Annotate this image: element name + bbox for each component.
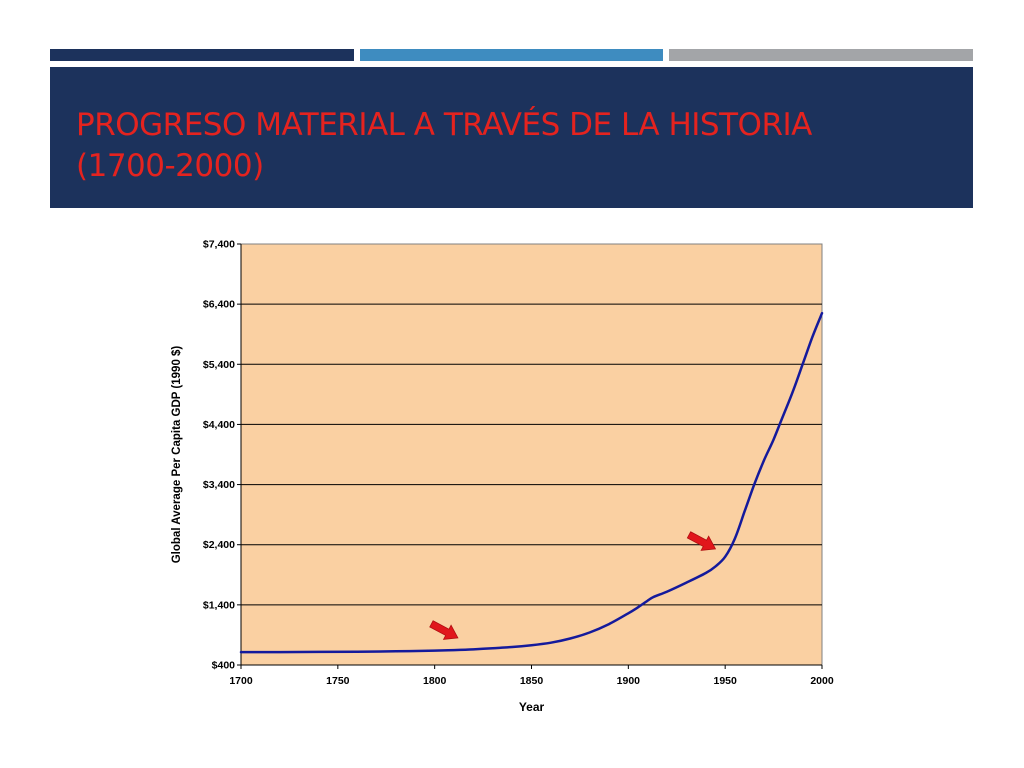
x-tick-label: 1850: [520, 675, 544, 687]
slide-title: PROGRESO MATERIAL A TRAVÉS DE LA HISTORI…: [76, 105, 956, 187]
plot-area: [240, 243, 823, 666]
slide-title-line-1: PROGRESO MATERIAL A TRAVÉS DE LA HISTORI…: [76, 107, 812, 143]
y-tick-label: $400: [212, 660, 236, 672]
accent-bar-dark-blue: [50, 49, 354, 61]
arrow-shape: [429, 620, 459, 640]
x-tick-label: 1950: [713, 675, 737, 687]
x-tick-label: 2000: [810, 675, 834, 687]
series-line: [239, 311, 824, 654]
y-tick-label: $6,400: [203, 299, 235, 311]
accent-bar-light-blue: [360, 49, 663, 61]
y-tick-label: $3,400: [203, 479, 235, 491]
y-tick-label: $4,400: [203, 419, 235, 431]
gdp-line-chart: $400 $1,400 $2,400 $3,400 $4,400 $5,400 $6,400…: [171, 239, 834, 715]
red-arrow-icon: [686, 531, 717, 551]
title-band: PROGRESO MATERIAL A TRAVÉS DE LA HISTORI…: [50, 67, 973, 208]
x-tick-label: 1700: [229, 675, 253, 687]
y-tick-label: $7,400: [203, 239, 235, 251]
x-tick-label: 1800: [423, 675, 447, 687]
slide-title-line-2: (1700-2000): [76, 148, 264, 184]
accent-bar-gray: [669, 49, 973, 61]
arrow-shape: [686, 531, 717, 551]
y-axis-label: Global Average Per Capita GDP (1990 $): [171, 346, 183, 564]
x-axis-label: Year: [519, 700, 545, 714]
y-tick-label: $2,400: [203, 539, 235, 551]
x-tick-label: 1750: [326, 675, 350, 687]
y-tick-label: $1,400: [203, 599, 235, 611]
x-tick-label: 1900: [617, 675, 641, 687]
y-tick-label: $5,400: [203, 359, 235, 371]
red-arrow-icon: [429, 620, 459, 640]
